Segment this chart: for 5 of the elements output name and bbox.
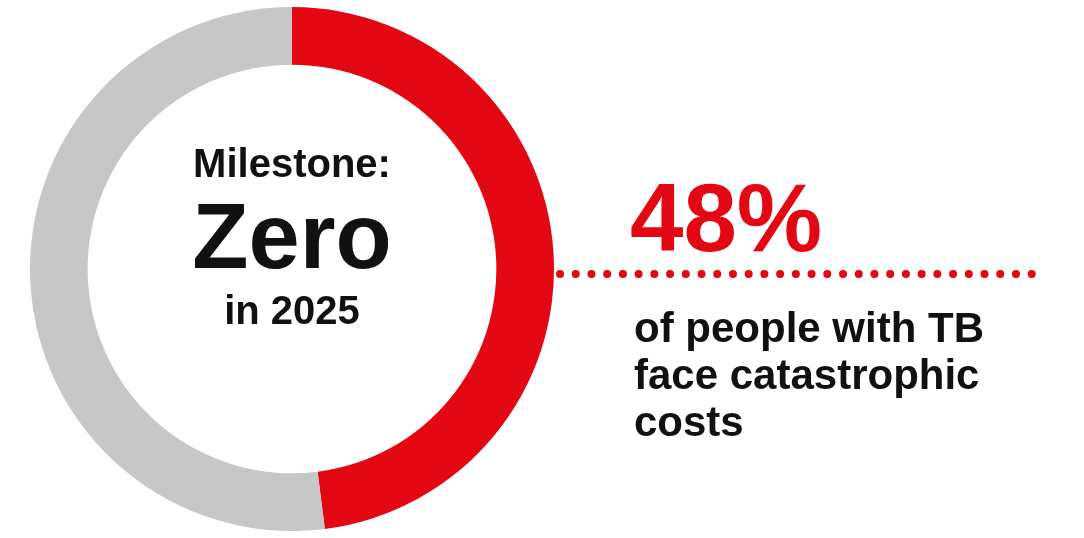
text: Zero — [191, 185, 393, 288]
text: in 2025 — [223, 287, 361, 334]
data-label: 48% — [630, 164, 823, 271]
text: Milestone: — [192, 140, 392, 186]
slice-label: of people with TB face catastrophic costs — [634, 304, 985, 446]
